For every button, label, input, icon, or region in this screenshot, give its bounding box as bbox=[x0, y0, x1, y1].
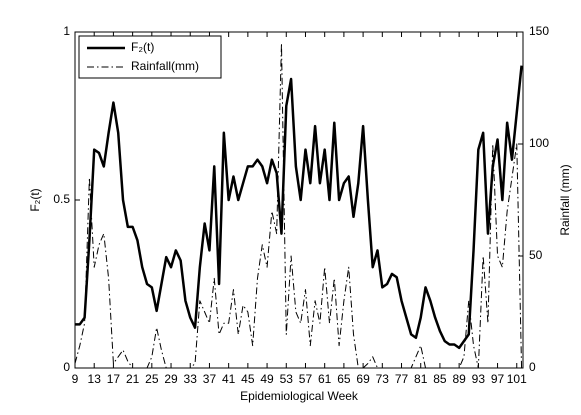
plot-frame bbox=[74, 31, 524, 369]
x-tick-label: 41 bbox=[222, 372, 236, 386]
x-tick-label: 65 bbox=[337, 372, 351, 386]
x-tick-label: 45 bbox=[241, 372, 255, 386]
legend-label: Rainfall(mm) bbox=[131, 59, 199, 73]
x-tick-label: 21 bbox=[126, 372, 140, 386]
x-tick-label: 53 bbox=[280, 372, 294, 386]
x-tick-label: 93 bbox=[472, 372, 486, 386]
x-tick-label: 89 bbox=[452, 372, 466, 386]
x-tick-label: 81 bbox=[414, 372, 428, 386]
y-tick-label: 1 bbox=[63, 24, 70, 38]
y2-axis-label: Rainfall (mm) bbox=[558, 164, 572, 235]
x-tick-label: 61 bbox=[318, 372, 332, 386]
y-tick-label: 0 bbox=[63, 360, 70, 374]
x-tick-label: 97 bbox=[491, 372, 505, 386]
x-tick-label: 101 bbox=[507, 372, 527, 386]
legend-label: F₂(t) bbox=[131, 40, 154, 54]
x-tick-label: 29 bbox=[164, 372, 178, 386]
x-tick-label: 73 bbox=[376, 372, 390, 386]
y-tick-label: 0.5 bbox=[53, 192, 70, 206]
y2-tick-label: 50 bbox=[529, 248, 543, 262]
y-axis-label: F₂(t) bbox=[28, 188, 42, 211]
y2-tick-label: 0 bbox=[529, 360, 536, 374]
y2-tick-label: 150 bbox=[529, 24, 549, 38]
legend-box bbox=[78, 35, 222, 79]
data-line bbox=[75, 65, 523, 350]
x-tick-label: 69 bbox=[356, 372, 370, 386]
x-tick-label: 9 bbox=[72, 372, 79, 386]
x-tick-label: 57 bbox=[299, 372, 313, 386]
x-tick-label: 77 bbox=[395, 372, 409, 386]
x-tick-label: 49 bbox=[260, 372, 274, 386]
x-tick-label: 13 bbox=[88, 372, 102, 386]
x-tick-label: 37 bbox=[203, 372, 217, 386]
x-tick-label: 33 bbox=[184, 372, 198, 386]
x-tick-label: 17 bbox=[107, 372, 121, 386]
x-axis-label: Epidemiological Week bbox=[240, 389, 359, 403]
x-tick-label: 85 bbox=[433, 372, 447, 386]
y2-tick-label: 100 bbox=[529, 136, 549, 150]
data-line bbox=[74, 42, 523, 369]
x-tick-label: 25 bbox=[145, 372, 159, 386]
